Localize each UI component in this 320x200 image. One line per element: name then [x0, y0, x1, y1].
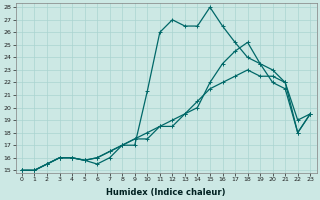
X-axis label: Humidex (Indice chaleur): Humidex (Indice chaleur) — [106, 188, 226, 197]
